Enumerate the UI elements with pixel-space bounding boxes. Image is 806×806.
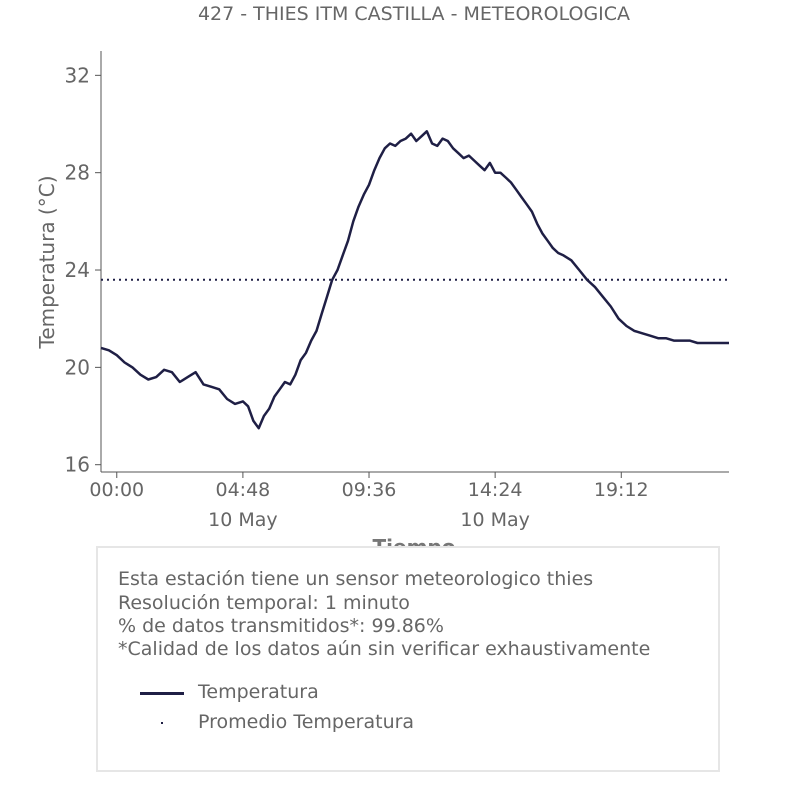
y-axis-label: Temperatura (°C): [35, 175, 59, 349]
y-tick-label: 20: [65, 355, 90, 379]
x-tick-label: 14:24: [468, 479, 523, 501]
y-ticks: 16 20 24 28 32: [65, 63, 101, 477]
x-tick-label: 00:00: [89, 479, 144, 501]
y-tick-label: 32: [65, 63, 90, 87]
chart-title: 427 - THIES ITM CASTILLA - METEOROLOGICA: [198, 3, 630, 25]
legend-temperature-label: Temperatura: [198, 681, 319, 703]
legend-temperature-swatch: [140, 692, 184, 695]
y-tick-label: 28: [65, 161, 90, 185]
x-tick-label: 09:36: [342, 479, 397, 501]
info-line-resolution: Resolución temporal: 1 minuto: [118, 592, 410, 614]
info-line-quality: *Calidad de los datos aún sin verificar …: [118, 638, 651, 660]
x-tick-date-label: 10 May: [460, 509, 530, 531]
x-tick-label: 04:48: [216, 479, 271, 501]
legend-average-swatch: [161, 722, 163, 724]
y-tick-label: 16: [65, 453, 90, 477]
legend-average-label: Promedio Temperatura: [198, 711, 415, 733]
x-tick-date-label: 10 May: [208, 509, 278, 531]
info-line-sensor: Esta estación tiene un sensor meteorolog…: [118, 568, 594, 590]
info-line-transmitted: % de datos transmitidos*: 99.86%: [118, 615, 444, 637]
info-box: Esta estación tiene un sensor meteorolog…: [96, 546, 720, 772]
x-ticks: 00:00 04:48 10 May 09:36 14:24 10 May 19:12: [89, 472, 649, 531]
y-tick-label: 24: [65, 258, 90, 282]
temperature-series-line: [100, 130, 729, 430]
x-tick-label: 19:12: [594, 479, 649, 501]
